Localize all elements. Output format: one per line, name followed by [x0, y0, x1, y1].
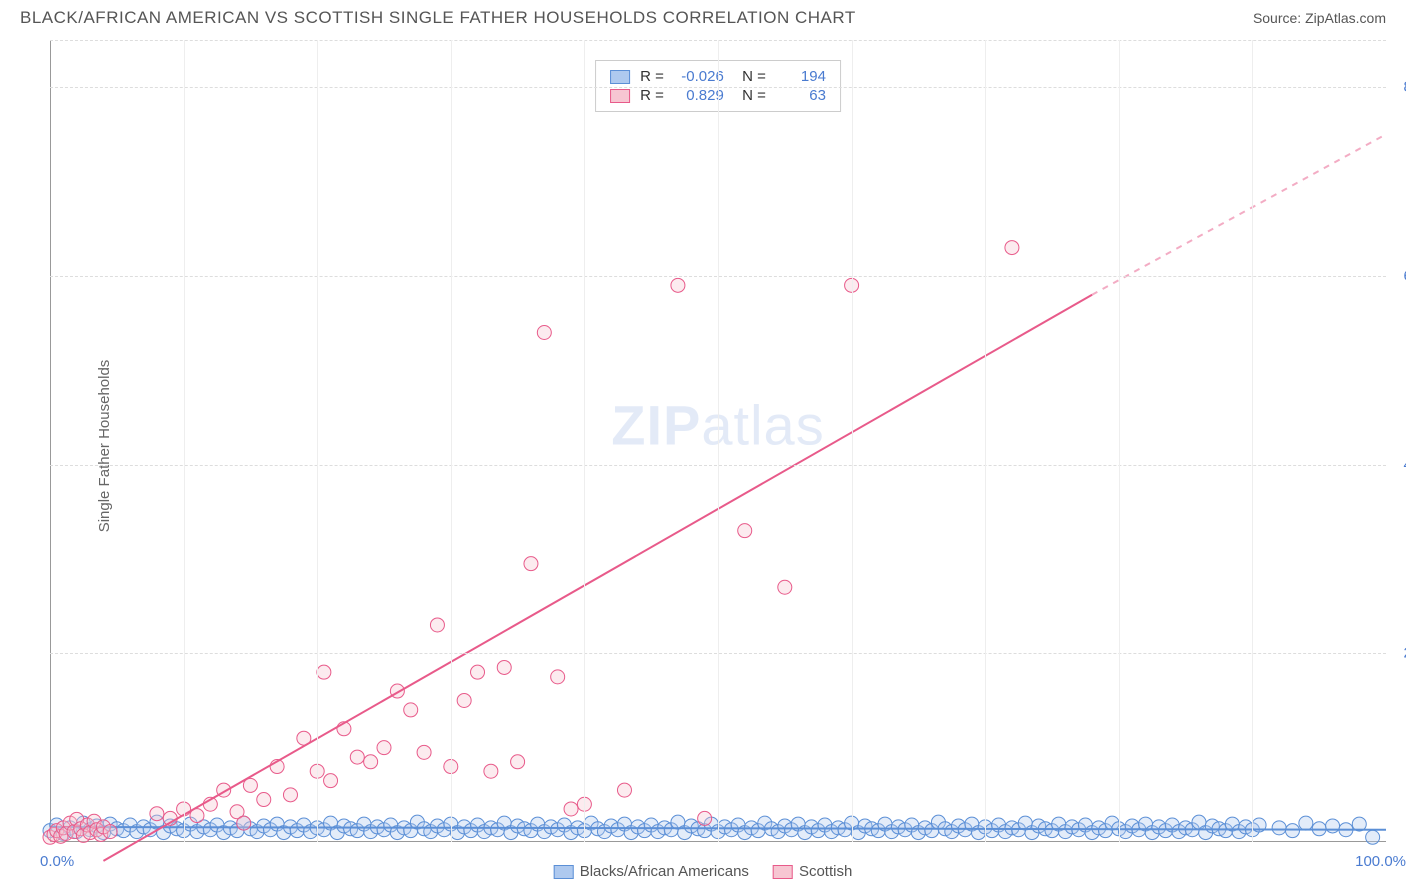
scatter-point: [698, 811, 712, 825]
source-attribution: Source: ZipAtlas.com: [1253, 10, 1386, 26]
scatter-point: [564, 802, 578, 816]
scatter-point: [257, 793, 271, 807]
scatter-point: [317, 665, 331, 679]
stats-r-label: R =: [640, 68, 664, 85]
scatter-point: [457, 693, 471, 707]
scatter-point: [430, 618, 444, 632]
legend-swatch: [554, 865, 574, 879]
scatter-point: [237, 816, 251, 830]
bottom-legend: Blacks/African Americans Scottish: [554, 863, 853, 880]
chart-title: BLACK/AFRICAN AMERICAN VS SCOTTISH SINGL…: [20, 8, 856, 28]
scatter-point: [417, 745, 431, 759]
grid-line-vertical: [852, 40, 853, 842]
grid-line-vertical: [317, 40, 318, 842]
grid-line-vertical: [184, 40, 185, 842]
trend-line: [103, 295, 1092, 861]
scatter-point: [1299, 816, 1313, 830]
scatter-point: [1285, 824, 1299, 838]
stats-n-value: 194: [776, 68, 826, 85]
scatter-point: [524, 557, 538, 571]
legend-item: Blacks/African Americans: [554, 863, 749, 880]
scatter-point: [103, 825, 117, 839]
scatter-point: [350, 750, 364, 764]
legend-item: Scottish: [773, 863, 852, 880]
scatter-point: [511, 755, 525, 769]
scatter-point: [778, 580, 792, 594]
grid-line-vertical: [584, 40, 585, 842]
scatter-point: [497, 660, 511, 674]
legend-swatch: [610, 89, 630, 103]
scatter-point: [324, 774, 338, 788]
legend-swatch: [610, 70, 630, 84]
scatter-point: [671, 278, 685, 292]
grid-line-vertical: [985, 40, 986, 842]
x-min-label: 0.0%: [40, 853, 74, 870]
trend-line-dashed: [1092, 134, 1386, 294]
stats-r-value: -0.026: [674, 68, 724, 85]
x-max-label: 100.0%: [1355, 853, 1406, 870]
scatter-point: [738, 524, 752, 538]
chart-header: BLACK/AFRICAN AMERICAN VS SCOTTISH SINGL…: [0, 0, 1406, 32]
scatter-point: [1272, 821, 1286, 835]
stats-n-label: N =: [734, 68, 766, 85]
scatter-point: [471, 665, 485, 679]
scatter-point: [1366, 830, 1380, 844]
chart-container: ZIPatlas R =-0.026 N =194R =0.829 N =63 …: [50, 40, 1386, 842]
stats-r-value: 0.829: [674, 87, 724, 104]
legend-label: Blacks/African Americans: [580, 863, 749, 880]
stats-n-label: N =: [734, 87, 766, 104]
plot-area: ZIPatlas R =-0.026 N =194R =0.829 N =63 …: [50, 40, 1386, 842]
scatter-point: [551, 670, 565, 684]
grid-line-vertical: [1119, 40, 1120, 842]
scatter-point: [484, 764, 498, 778]
grid-line-vertical: [718, 40, 719, 842]
scatter-point: [283, 788, 297, 802]
legend-label: Scottish: [799, 863, 852, 880]
scatter-point: [1005, 241, 1019, 255]
stats-n-value: 63: [776, 87, 826, 104]
scatter-point: [377, 741, 391, 755]
grid-line-vertical: [1252, 40, 1253, 842]
stats-r-label: R =: [640, 87, 664, 104]
scatter-point: [617, 783, 631, 797]
scatter-point: [150, 807, 164, 821]
grid-line-vertical: [451, 40, 452, 842]
legend-swatch: [773, 865, 793, 879]
scatter-point: [404, 703, 418, 717]
scatter-point: [364, 755, 378, 769]
scatter-point: [537, 325, 551, 339]
scatter-point: [1326, 819, 1340, 833]
